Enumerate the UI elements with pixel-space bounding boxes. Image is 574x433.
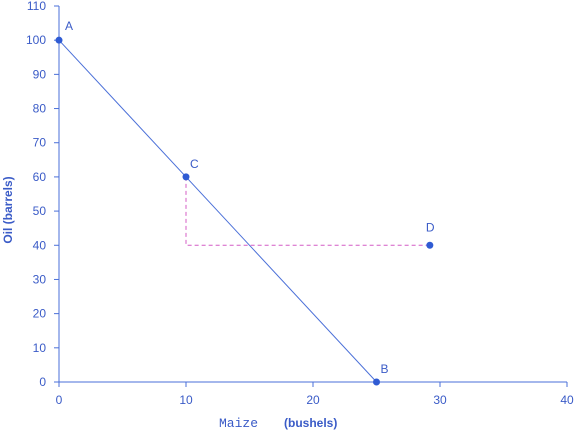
x-tick-label: 40 [560,393,574,407]
plot-area [58,39,430,383]
axes [58,6,567,383]
point-label-b: B [381,362,389,376]
y-tick-label: 0 [39,375,46,389]
y-tick-label: 10 [33,341,47,355]
y-tick-label: 70 [33,136,47,150]
data-points: A C D B [55,19,435,386]
y-tick-label: 80 [33,102,47,116]
y-tick-label: 60 [33,170,47,184]
y-tick-label: 30 [33,272,47,286]
y-tick-label: 90 [33,67,47,81]
point-c [182,173,190,181]
point-a [55,36,63,44]
series-line [58,39,377,383]
y-axis-label: Oil (barrels) [1,176,15,243]
point-b [373,378,380,386]
x-tick-label: 10 [179,393,193,407]
x-tick-label: 0 [56,393,63,407]
y-tick-label: 110 [27,0,46,13]
y-tick-label: 50 [33,204,47,218]
dashed-guide-line [185,176,430,246]
point-d [426,241,434,249]
y-tick-label: 40 [33,238,47,252]
point-label-d: D [426,220,435,234]
y-tick-label: 20 [33,307,47,321]
x-axis-label: Maize [219,416,258,431]
point-label-c: C [190,157,199,171]
x-axis-unit: (bushels) [284,416,337,430]
y-axis-ticks: 0 10 20 30 40 50 60 70 80 90 100 110 [26,0,59,389]
point-label-a: A [65,19,73,33]
x-tick-label: 30 [433,393,447,407]
x-tick-label: 20 [306,393,320,407]
x-axis-ticks: 0 10 20 30 40 [56,382,574,407]
y-tick-label: 100 [26,33,46,47]
